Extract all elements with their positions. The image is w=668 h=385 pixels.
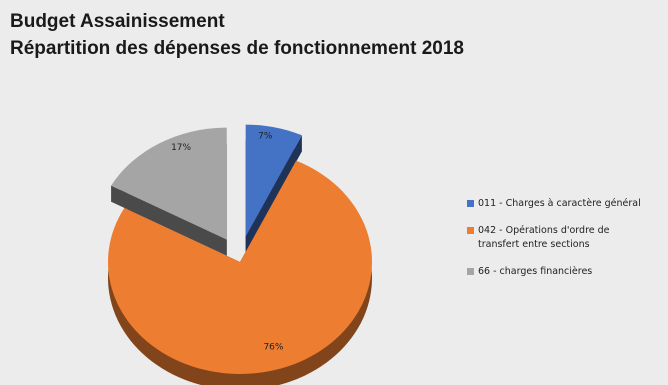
legend-swatch <box>467 268 474 275</box>
legend-label: 66 - charges financières <box>478 266 593 277</box>
legend-item: 66 - charges financières <box>467 265 667 279</box>
pie-slice <box>111 127 227 240</box>
chart-legend: 011 - Charges à caractère général 042 - … <box>467 197 667 292</box>
pie-slice <box>108 160 373 374</box>
slice-data-label: 17% <box>171 143 191 153</box>
legend-label: 011 - Charges à caractère général <box>478 198 641 209</box>
slice-data-label: 76% <box>263 342 283 352</box>
chart-title: Budget Assainissement <box>10 11 225 32</box>
legend-label: 042 - Opérations d'ordre de transfert en… <box>478 225 610 250</box>
legend-swatch <box>467 227 474 234</box>
pie-slice-wall <box>245 135 302 253</box>
slice-data-label: 7% <box>258 131 273 141</box>
legend-item: 042 - Opérations d'ordre de transfert en… <box>467 224 667 252</box>
legend-item: 011 - Charges à caractère général <box>467 197 667 211</box>
pie-slice-wall <box>111 185 227 256</box>
chart-subtitle: Répartition des dépenses de fonctionneme… <box>10 38 464 59</box>
pie-slice <box>245 124 302 237</box>
chart-title-block: Budget Assainissement Répartition des dé… <box>10 8 464 62</box>
legend-swatch <box>467 200 474 207</box>
